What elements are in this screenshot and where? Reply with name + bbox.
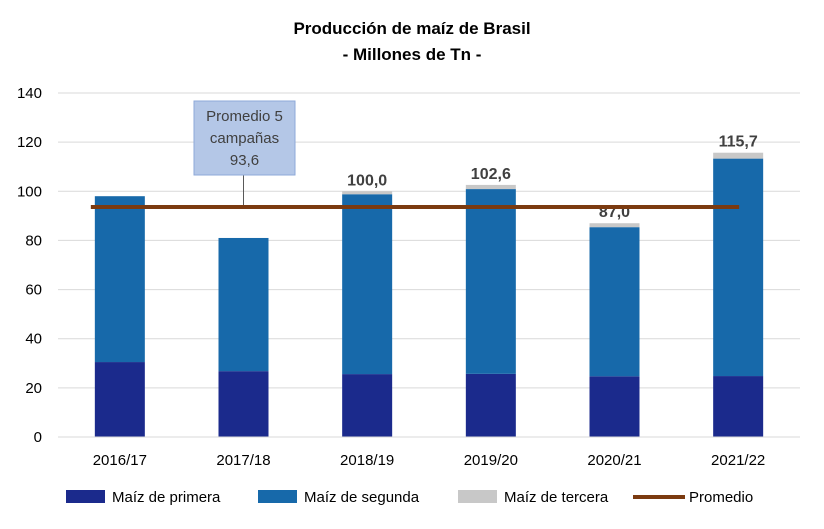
y-tick-label-40: 40 xyxy=(25,331,42,348)
callout-text-1: campañas xyxy=(210,130,279,147)
y-tick-label-0: 0 xyxy=(34,429,42,446)
bar-primera-2016/17 xyxy=(94,362,145,437)
callout-text-0: Promedio 5 xyxy=(206,108,283,125)
x-tick-label-2017/18: 2017/18 xyxy=(216,452,270,469)
legend-label-tercera: Maíz de tercera xyxy=(504,489,609,506)
x-tick-label-2020/21: 2020/21 xyxy=(587,452,641,469)
bar-segunda-2020/21 xyxy=(589,227,640,377)
total-label-2021/22: 115,7 xyxy=(719,134,758,151)
legend-label-segunda: Maíz de segunda xyxy=(304,489,420,506)
y-axis: 0 20 40 60 80 100 120 140 xyxy=(17,85,42,446)
total-label-2019/20: 102,6 xyxy=(471,166,511,183)
legend-swatch-primera xyxy=(66,490,105,503)
legend: Maíz de primera Maíz de segunda Maíz de te… xyxy=(66,489,753,506)
total-label-2018/19: 100,0 xyxy=(347,172,387,189)
x-axis: 2016/17 2017/18 2018/19 2019/20 2020/21 2021/… xyxy=(58,436,800,469)
bar-segunda-2017/18 xyxy=(218,237,269,372)
callout-box xyxy=(193,100,296,176)
legend-label-primera: Maíz de primera xyxy=(112,489,221,506)
bar-segunda-2016/17 xyxy=(94,196,145,363)
bar-segunda-2018/19 xyxy=(342,194,393,375)
callout-text-2: 93,6 xyxy=(230,152,259,169)
x-tick-label-2018/19: 2018/19 xyxy=(340,452,394,469)
y-tick-label-20: 20 xyxy=(25,380,42,397)
y-tick-label-60: 60 xyxy=(25,282,42,299)
bar-primera-2020/21 xyxy=(589,376,640,437)
bars xyxy=(94,152,764,437)
promedio-callout: Promedio 5 campañas 93,6 xyxy=(193,100,296,206)
bar-primera-2021/22 xyxy=(713,376,764,437)
gridlines xyxy=(58,92,800,389)
y-tick-label-80: 80 xyxy=(25,232,42,249)
bar-tercera-2020/21 xyxy=(589,223,640,228)
legend-swatch-segunda xyxy=(258,490,297,503)
y-tick-label-120: 120 xyxy=(17,134,42,151)
bar-tercera-2021/22 xyxy=(713,152,764,159)
y-tick-label-140: 140 xyxy=(17,85,42,102)
x-tick-label-2021/22: 2021/22 xyxy=(711,452,765,469)
bar-primera-2017/18 xyxy=(218,371,269,437)
legend-label-promedio: Promedio xyxy=(689,489,753,506)
bar-primera-2019/20 xyxy=(465,373,516,437)
chart-title-line-2: - Millones de Tn - xyxy=(343,45,482,64)
y-tick-label-100: 100 xyxy=(17,183,42,200)
bar-segunda-2019/20 xyxy=(465,189,516,374)
bar-segunda-2021/22 xyxy=(713,158,764,377)
legend-swatch-tercera xyxy=(458,490,497,503)
x-tick-label-2016/17: 2016/17 xyxy=(93,452,147,469)
bar-primera-2018/19 xyxy=(342,374,393,437)
bar-tercera-2019/20 xyxy=(465,184,516,190)
x-tick-label-2019/20: 2019/20 xyxy=(464,452,518,469)
bar-tercera-2018/19 xyxy=(342,191,393,195)
chart-title-line-1: Producción de maíz de Brasil xyxy=(293,19,530,38)
